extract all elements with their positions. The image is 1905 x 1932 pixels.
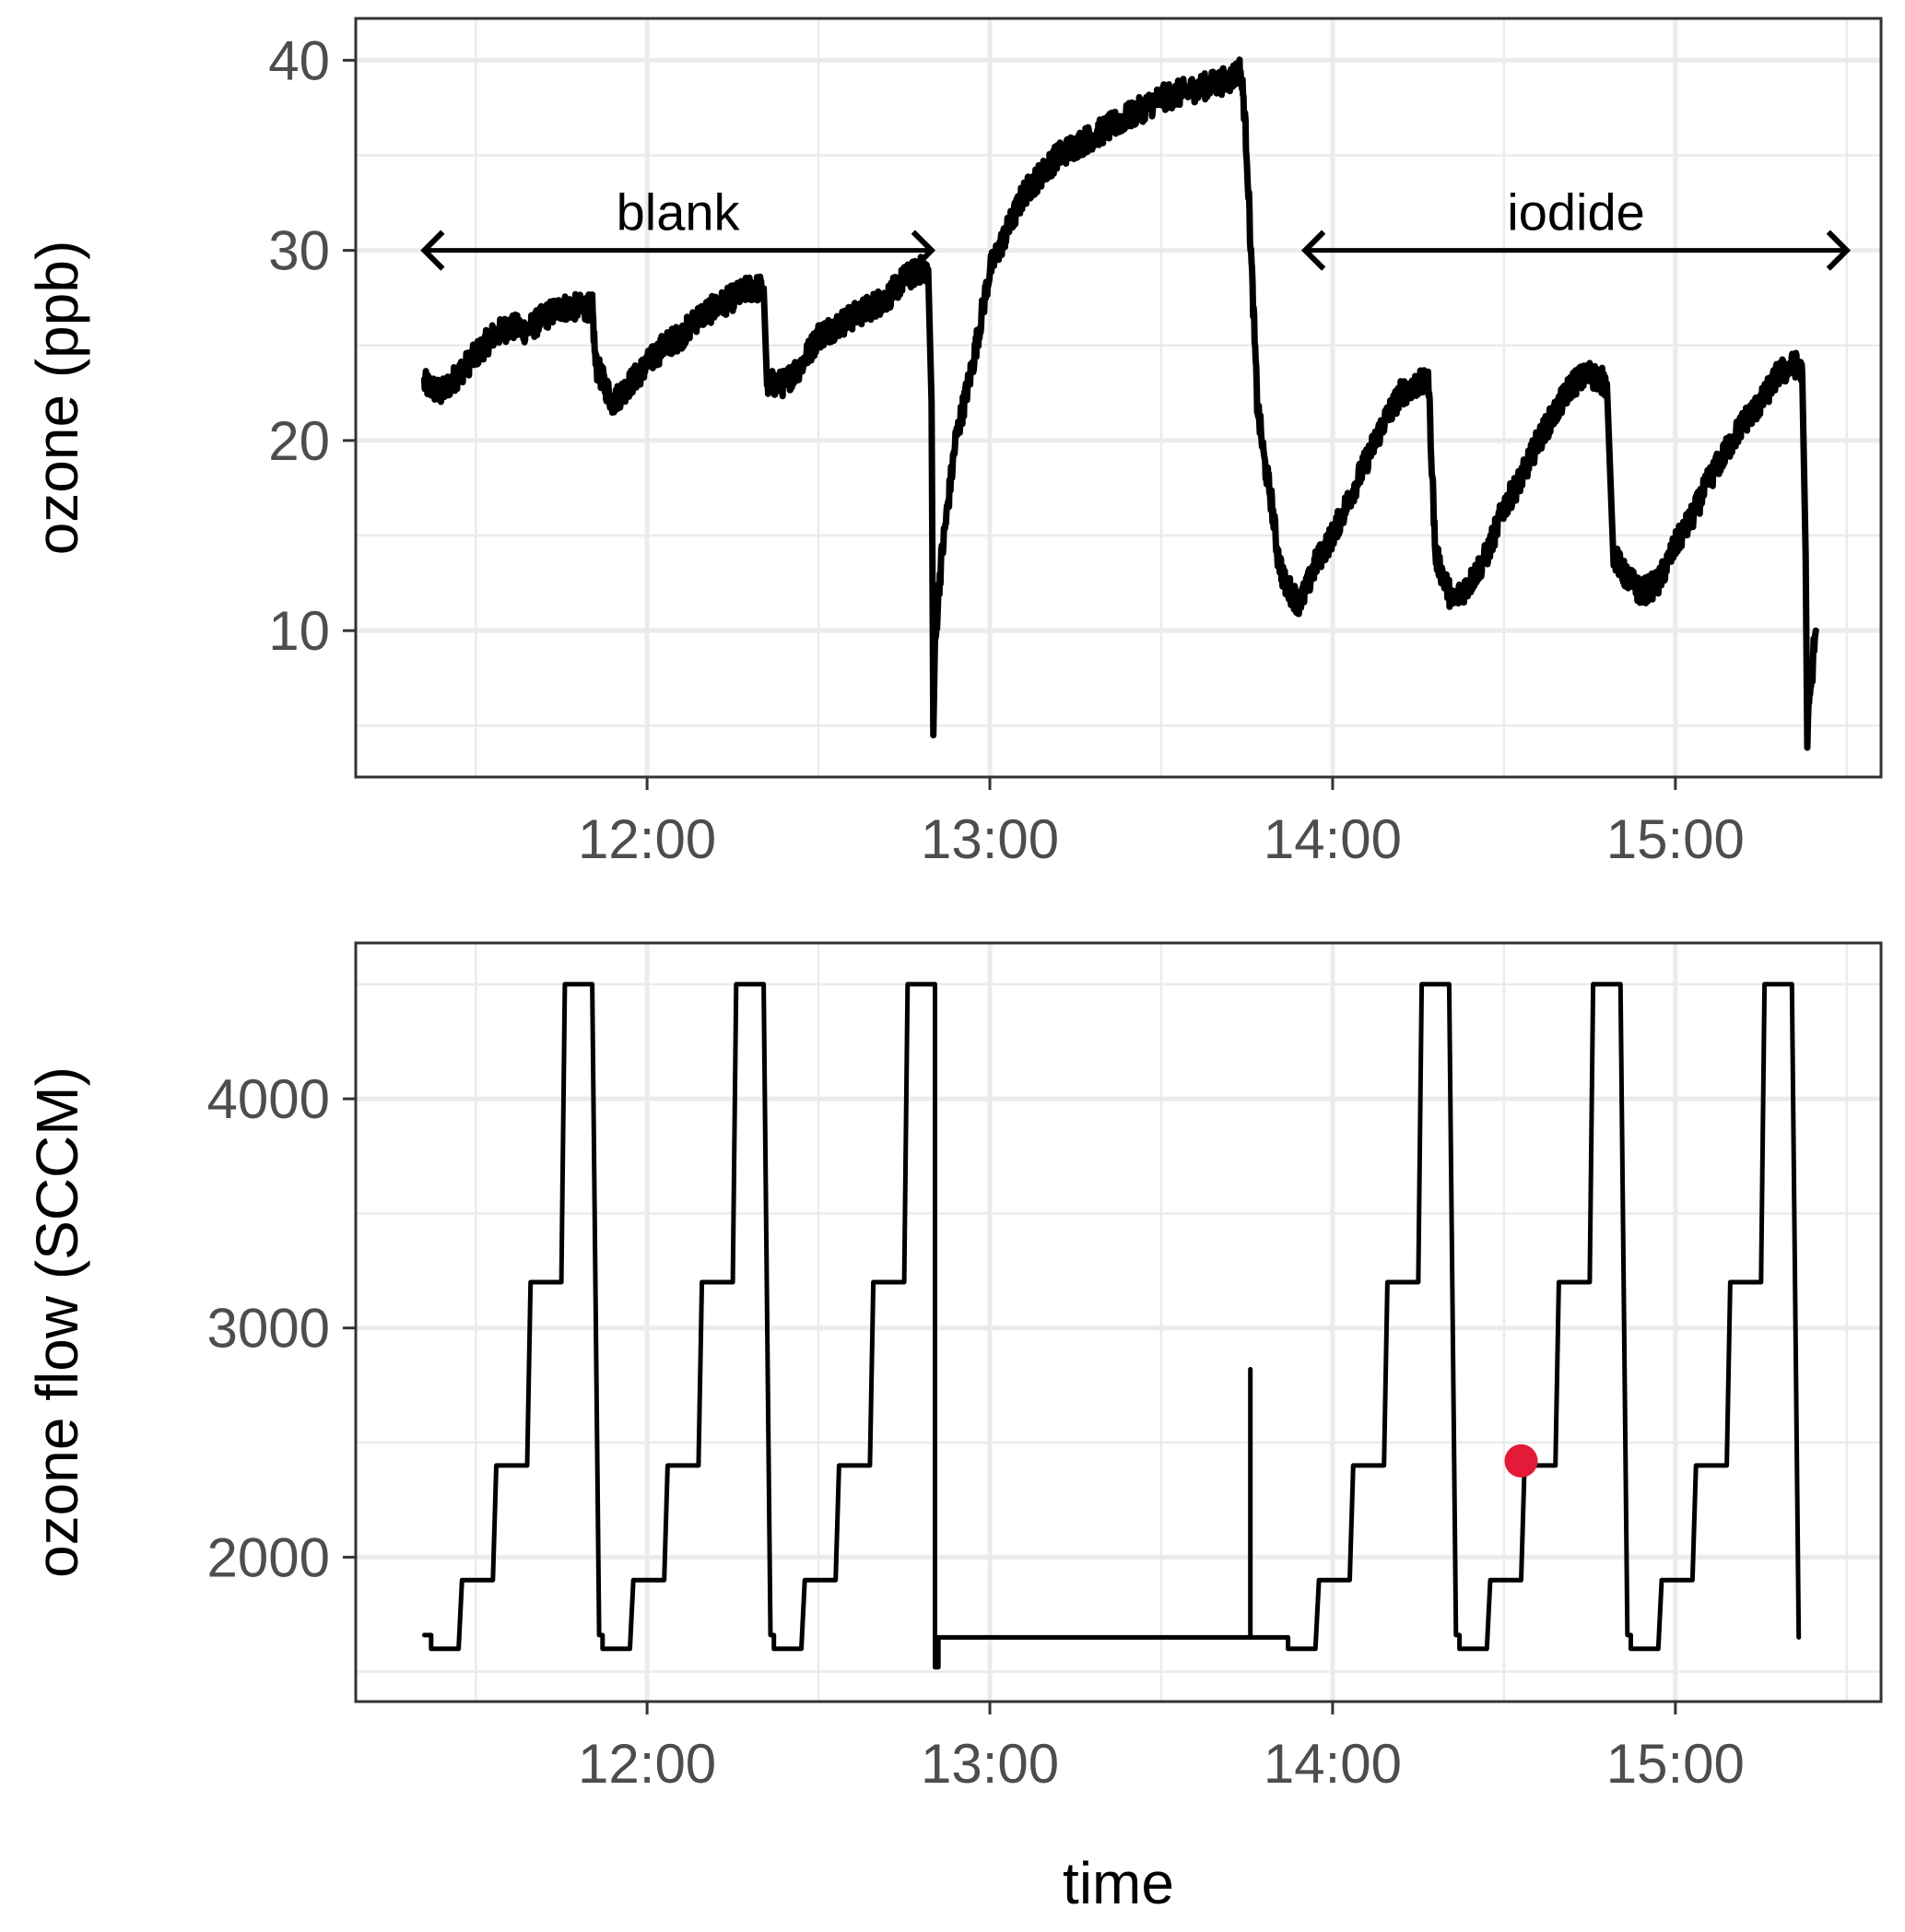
x-tick-label-1400: 14:00	[1264, 808, 1402, 870]
annotation-blank-label: blank	[617, 183, 741, 242]
ozone-ppb-series-layer	[420, 56, 1819, 751]
y-axis-title-ozone-flow: ozone flow (SCCM)	[24, 1066, 90, 1578]
annotation-arrow-head-left	[420, 230, 445, 271]
ozone-ppb-gridlines	[356, 18, 1881, 777]
annotation-arrow-head-left	[1300, 230, 1326, 271]
ozone-ppb-panel-frame	[354, 17, 1883, 779]
y-tick-label-40: 40	[268, 29, 330, 91]
ozone-ppb-tick-labels: 10 20 30 40 12:00 13:00 14:00 15:00	[268, 29, 1745, 870]
y-tick-label-4000: 4000	[207, 1068, 330, 1130]
ozone-ppb-axis-ticks	[343, 58, 1677, 790]
y-tick-label-2000: 2000	[207, 1526, 330, 1588]
y-tick-label-10: 10	[268, 600, 330, 662]
x-tick-label-1300: 13:00	[921, 1733, 1059, 1795]
ozone-flow-panel: 2000 3000 4000 12:00 13:00 14:00 15:00 o…	[24, 941, 1883, 1916]
series-line-1-0	[421, 982, 1802, 1670]
ozone-flow-tick-labels: 2000 3000 4000 12:00 13:00 14:00 15:00	[207, 1068, 1745, 1795]
ozone-flow-panel-frame	[354, 941, 1883, 1703]
annotation-arrow-head-right	[911, 230, 936, 271]
x-tick-label-1500: 15:00	[1606, 808, 1745, 870]
series-line-0-0	[420, 56, 1819, 751]
x-tick-label-1400: 14:00	[1264, 1733, 1402, 1795]
x-tick-label-1300: 13:00	[921, 808, 1059, 870]
x-tick-label-1200: 12:00	[578, 1733, 716, 1795]
ozone-ppb-panel: blank iodide 10 20 30 40 12:00 13:00 14:0…	[24, 17, 1883, 870]
y-tick-label-30: 30	[268, 220, 330, 282]
highlight-point	[1504, 1443, 1538, 1478]
annotation-iodide-label: iodide	[1507, 183, 1644, 242]
x-axis-title-time: time	[1063, 1850, 1174, 1916]
annotation-arrow-head-right	[1826, 230, 1852, 271]
ozone-ppb-annotations: blank iodide	[420, 183, 1852, 271]
y-tick-label-3000: 3000	[207, 1298, 330, 1360]
ozone-flow-series-layer	[421, 982, 1802, 1670]
ozone-flow-axis-ticks	[343, 1097, 1677, 1714]
y-axis-title-ozone-ppb: ozone (ppb)	[24, 241, 90, 556]
x-tick-label-1200: 12:00	[578, 808, 716, 870]
ozone-flow-gridlines	[356, 943, 1881, 1702]
x-tick-label-1500: 15:00	[1606, 1733, 1745, 1795]
y-tick-label-20: 20	[268, 410, 330, 472]
